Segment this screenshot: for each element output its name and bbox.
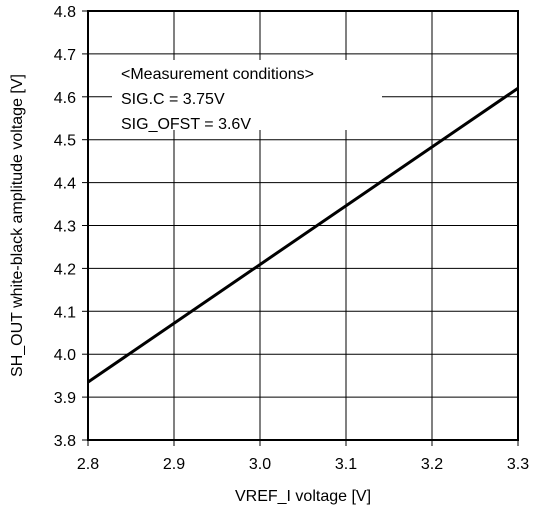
y-tick-label: 3.8 xyxy=(54,433,76,450)
y-tick-label: 4.3 xyxy=(54,219,76,236)
x-tick-label: 2.8 xyxy=(77,456,99,473)
annotation-line-3: SIG_OFST = 3.6V xyxy=(121,116,251,133)
y-tick-label: 4.4 xyxy=(54,176,76,193)
x-tick-label: 3.3 xyxy=(507,456,529,473)
y-tick-label: 4.7 xyxy=(54,47,76,64)
y-tick-label: 4.2 xyxy=(54,261,76,278)
series-layer xyxy=(87,86,519,384)
y-axis-title: SH_OUT white-black amplitude voltage [V] xyxy=(9,74,26,377)
x-tick-labels: 2.8 2.9 3.0 3.1 3.2 3.3 xyxy=(77,456,529,473)
plot-frame xyxy=(87,10,519,441)
x-tick-label: 3.0 xyxy=(249,456,271,473)
y-tick-label: 3.9 xyxy=(54,390,76,407)
y-tick-label: 4.0 xyxy=(54,347,76,364)
x-tick-label: 3.2 xyxy=(421,456,443,473)
annotation-line-1: <Measurement conditions> xyxy=(121,66,314,83)
y-tick-label: 4.1 xyxy=(54,304,76,321)
y-tick-label: 4.5 xyxy=(54,133,76,150)
x-axis-title: VREF_I voltage [V] xyxy=(235,488,371,505)
x-tick-label: 2.9 xyxy=(163,456,185,473)
annotation-background xyxy=(112,60,382,130)
y-tick-labels: 3.8 3.9 4.0 4.1 4.2 4.3 4.4 4.5 4.6 4.7 4.8 xyxy=(54,4,76,450)
y-tick-label: 4.6 xyxy=(54,90,76,107)
x-tick-label: 3.1 xyxy=(335,456,357,473)
series-line xyxy=(87,86,519,384)
annotation-line-2: SIG.C = 3.75V xyxy=(121,91,225,108)
annotation-box: <Measurement conditions> SIG.C = 3.75V S… xyxy=(112,60,382,133)
y-tick-label: 4.8 xyxy=(54,4,76,21)
